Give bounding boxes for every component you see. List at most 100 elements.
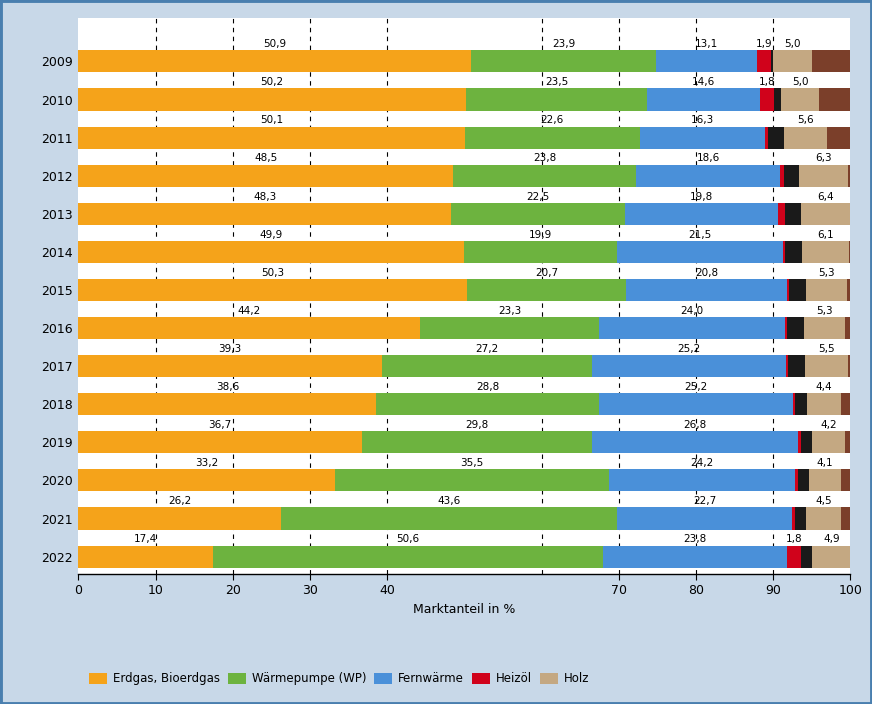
Text: 1,9: 1,9 bbox=[756, 39, 773, 49]
Bar bbox=[78, 241, 464, 263]
Text: 48,3: 48,3 bbox=[253, 191, 276, 201]
Text: 4,4: 4,4 bbox=[815, 382, 832, 392]
Text: 14,6: 14,6 bbox=[692, 77, 715, 87]
Text: 20,8: 20,8 bbox=[695, 268, 719, 278]
Bar bbox=[787, 317, 804, 339]
Bar bbox=[382, 355, 592, 377]
Bar bbox=[806, 355, 848, 377]
Bar bbox=[778, 203, 786, 225]
Bar bbox=[617, 241, 783, 263]
Bar bbox=[78, 470, 335, 491]
Bar bbox=[807, 508, 841, 529]
Bar bbox=[845, 317, 850, 339]
Bar bbox=[848, 355, 850, 377]
Bar bbox=[784, 127, 827, 149]
Bar bbox=[841, 470, 850, 491]
Bar bbox=[841, 394, 850, 415]
Bar bbox=[626, 279, 787, 301]
Bar bbox=[800, 432, 813, 453]
Bar bbox=[467, 279, 626, 301]
Text: 50,3: 50,3 bbox=[261, 268, 284, 278]
Text: 33,2: 33,2 bbox=[195, 458, 218, 468]
Bar bbox=[783, 241, 786, 263]
Bar bbox=[795, 394, 807, 415]
Bar bbox=[451, 203, 625, 225]
Text: 19,9: 19,9 bbox=[528, 230, 552, 239]
Bar bbox=[802, 241, 849, 263]
Text: 22,6: 22,6 bbox=[541, 115, 564, 125]
Bar bbox=[813, 546, 850, 567]
Bar bbox=[795, 470, 798, 491]
Text: 23,9: 23,9 bbox=[552, 39, 576, 49]
Bar bbox=[78, 432, 362, 453]
Text: 35,5: 35,5 bbox=[460, 458, 483, 468]
Bar bbox=[603, 546, 787, 567]
Text: 18,6: 18,6 bbox=[697, 153, 719, 163]
Bar bbox=[78, 394, 377, 415]
Bar bbox=[647, 89, 760, 111]
Text: 6,3: 6,3 bbox=[815, 153, 832, 163]
Bar bbox=[281, 508, 617, 529]
Bar bbox=[787, 546, 800, 567]
Text: 17,4: 17,4 bbox=[134, 534, 157, 544]
Text: 5,3: 5,3 bbox=[816, 306, 833, 316]
X-axis label: Marktanteil in %: Marktanteil in % bbox=[413, 603, 515, 616]
Text: 24,0: 24,0 bbox=[680, 306, 704, 316]
Text: 6,4: 6,4 bbox=[817, 191, 834, 201]
Bar bbox=[639, 127, 766, 149]
Bar bbox=[788, 355, 806, 377]
Text: 4,5: 4,5 bbox=[815, 496, 832, 506]
Bar bbox=[773, 51, 812, 73]
Text: 19,8: 19,8 bbox=[690, 191, 713, 201]
Bar bbox=[609, 470, 795, 491]
Text: 38,6: 38,6 bbox=[215, 382, 239, 392]
Bar bbox=[787, 279, 789, 301]
Text: 43,6: 43,6 bbox=[437, 496, 460, 506]
Text: 26,8: 26,8 bbox=[684, 420, 706, 430]
Text: 5,5: 5,5 bbox=[818, 344, 835, 354]
Bar bbox=[789, 279, 807, 301]
Text: 29,8: 29,8 bbox=[465, 420, 488, 430]
Bar bbox=[841, 508, 850, 529]
Bar bbox=[656, 51, 757, 73]
Bar bbox=[78, 51, 471, 73]
Bar bbox=[599, 317, 785, 339]
Bar bbox=[787, 355, 788, 377]
Bar bbox=[760, 89, 773, 111]
Text: 25,2: 25,2 bbox=[678, 344, 700, 354]
Text: 23,5: 23,5 bbox=[545, 77, 569, 87]
Text: 1,8: 1,8 bbox=[786, 534, 802, 544]
Text: 5,0: 5,0 bbox=[784, 39, 800, 49]
Bar bbox=[798, 470, 809, 491]
Text: 22,7: 22,7 bbox=[693, 496, 717, 506]
Bar bbox=[78, 165, 453, 187]
Bar bbox=[768, 127, 784, 149]
Bar bbox=[213, 546, 603, 567]
Text: 23,3: 23,3 bbox=[498, 306, 521, 316]
Text: 50,1: 50,1 bbox=[260, 115, 283, 125]
Text: 16,3: 16,3 bbox=[691, 115, 714, 125]
Bar bbox=[800, 203, 850, 225]
Bar bbox=[78, 127, 465, 149]
Bar bbox=[453, 165, 637, 187]
Bar bbox=[377, 394, 598, 415]
Bar bbox=[598, 394, 794, 415]
Bar bbox=[804, 317, 845, 339]
Text: 48,5: 48,5 bbox=[254, 153, 277, 163]
Text: 23,8: 23,8 bbox=[533, 153, 556, 163]
Bar bbox=[827, 127, 850, 149]
Bar bbox=[78, 317, 419, 339]
Bar bbox=[847, 279, 850, 301]
Bar bbox=[820, 89, 850, 111]
Text: 5,6: 5,6 bbox=[797, 115, 814, 125]
Bar bbox=[464, 241, 617, 263]
Bar bbox=[78, 546, 213, 567]
Bar bbox=[809, 470, 841, 491]
Bar bbox=[786, 241, 802, 263]
Bar bbox=[637, 165, 780, 187]
Bar bbox=[465, 127, 639, 149]
Bar bbox=[794, 508, 807, 529]
Bar bbox=[471, 51, 656, 73]
Text: 39,3: 39,3 bbox=[219, 344, 242, 354]
Bar bbox=[793, 508, 794, 529]
